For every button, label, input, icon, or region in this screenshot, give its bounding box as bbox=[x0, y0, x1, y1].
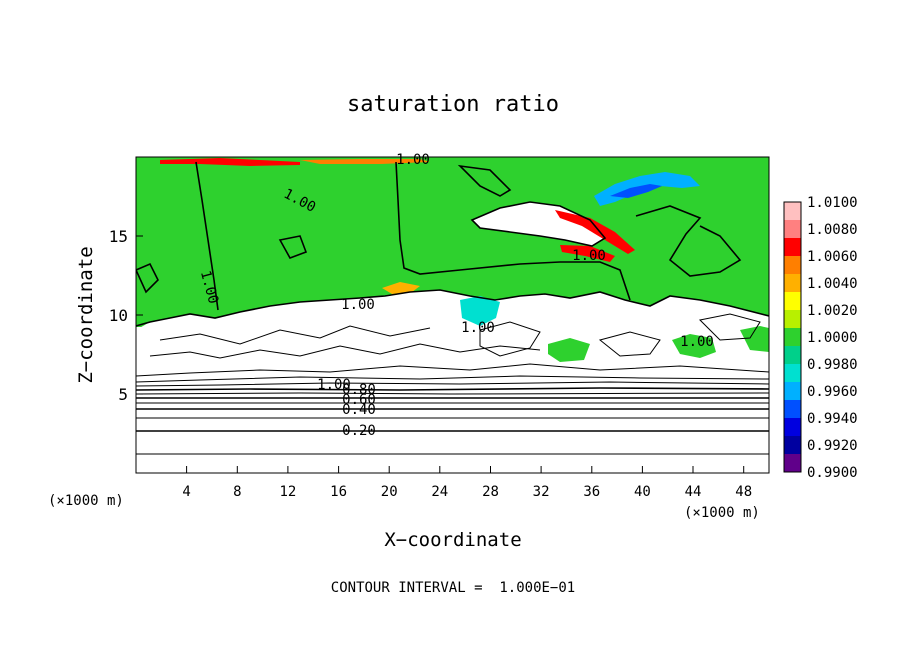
unity-contour bbox=[470, 201, 607, 247]
unity-contour bbox=[278, 235, 308, 259]
colorbar-frame bbox=[783, 201, 802, 473]
field-red-streak-mid bbox=[560, 245, 615, 262]
unity-contours bbox=[136, 161, 769, 327]
colorbar-swatch bbox=[784, 220, 801, 239]
colorbar-swatch bbox=[784, 274, 801, 293]
colorbar-swatch bbox=[784, 292, 801, 311]
colorbar-swatch bbox=[784, 364, 801, 383]
contour-line bbox=[698, 313, 761, 341]
contour-label: 1.00 bbox=[341, 297, 375, 313]
colorbar-label: 1.0100 bbox=[807, 195, 858, 211]
colorbar-swatch bbox=[784, 418, 801, 437]
colorbar-swatch bbox=[784, 310, 801, 329]
field-orange-patch bbox=[382, 282, 420, 294]
colorbar-swatch bbox=[784, 454, 801, 473]
colorbar-label: 1.0060 bbox=[807, 249, 858, 265]
chart-title: saturation ratio bbox=[347, 92, 559, 117]
unity-contour bbox=[457, 164, 512, 197]
contour-line bbox=[136, 375, 769, 383]
field-green-patch-b bbox=[672, 334, 716, 358]
contour-line bbox=[136, 387, 769, 391]
axis-ticks bbox=[136, 235, 745, 473]
field-green-patch-a bbox=[548, 338, 590, 362]
colorbar-swatch bbox=[784, 400, 801, 419]
contour-lines bbox=[136, 313, 769, 455]
colorbar: 1.0100 1.0080 1.0060 1.0040 1.0020 1.000… bbox=[783, 195, 858, 481]
field-green-patch-c bbox=[740, 326, 769, 352]
contour-label: 0.80 bbox=[342, 382, 376, 398]
field-white-blob bbox=[472, 202, 605, 246]
contour-line bbox=[149, 343, 541, 359]
field-red-streak-right bbox=[555, 210, 635, 254]
x-tick-label: 44 bbox=[685, 484, 702, 500]
unity-contour bbox=[136, 262, 159, 294]
colorbar-label: 1.0040 bbox=[807, 276, 858, 292]
colorbar-labels: 1.0100 1.0080 1.0060 1.0040 1.0020 1.000… bbox=[807, 195, 858, 481]
field-red-streak-top bbox=[160, 158, 300, 166]
contour-label: 0.60 bbox=[342, 392, 376, 408]
x-tick-label: 40 bbox=[634, 484, 651, 500]
colorbar-label: 0.9920 bbox=[807, 438, 858, 454]
y-tick-label: 15 bbox=[109, 227, 128, 246]
colorbar-label: 0.9900 bbox=[807, 465, 858, 481]
field-white-region bbox=[136, 290, 769, 473]
unity-contour bbox=[635, 205, 742, 277]
contour-interval-footer: CONTOUR INTERVAL = 1.000E−01 bbox=[331, 580, 575, 596]
x-tick-labels: 4 8 12 16 20 24 28 32 36 40 44 48 bbox=[182, 484, 752, 500]
contour-label: 1.00 bbox=[461, 320, 495, 336]
plot-area bbox=[136, 157, 769, 473]
colorbar-label: 0.9980 bbox=[807, 357, 858, 373]
contour-line bbox=[159, 325, 431, 345]
colorbar-label: 1.0020 bbox=[807, 303, 858, 319]
contour-line bbox=[479, 321, 541, 357]
colorbar-swatch bbox=[784, 238, 801, 257]
contour-label: 1.00 bbox=[572, 248, 606, 264]
x-unit-label-left: (×1000 m) bbox=[48, 493, 124, 509]
x-tick-label: 12 bbox=[279, 484, 296, 500]
unity-contour bbox=[136, 289, 769, 327]
colorbar-swatch bbox=[784, 346, 801, 365]
x-tick-label: 36 bbox=[583, 484, 600, 500]
colorbar-label: 1.0080 bbox=[807, 222, 858, 238]
contour-label: 1.00 bbox=[680, 334, 714, 350]
y-tick-label: 10 bbox=[109, 306, 128, 325]
x-tick-label: 24 bbox=[431, 484, 448, 500]
contour-label: 1.00 bbox=[396, 152, 430, 168]
x-tick-label: 20 bbox=[381, 484, 398, 500]
x-tick-label: 8 bbox=[233, 484, 241, 500]
colorbar-swatch bbox=[784, 436, 801, 455]
x-tick-label: 48 bbox=[735, 484, 752, 500]
y-axis-label: Z−coordinate bbox=[75, 246, 97, 383]
colorbar-label: 0.9960 bbox=[807, 384, 858, 400]
colorbar-swatch bbox=[784, 256, 801, 275]
x-axis-label: X−coordinate bbox=[384, 529, 521, 551]
contour-label: 1.00 bbox=[317, 377, 351, 393]
colorbar-label: 0.9940 bbox=[807, 411, 858, 427]
colorbar-swatches bbox=[784, 202, 801, 473]
contour-line bbox=[598, 331, 661, 357]
field-cyan-patch bbox=[460, 296, 500, 326]
field-deepblue-core bbox=[610, 184, 662, 198]
colorbar-label: 1.0000 bbox=[807, 330, 858, 346]
contour-line bbox=[136, 363, 769, 377]
colorbar-swatch bbox=[784, 328, 801, 347]
y-tick-label: 5 bbox=[118, 385, 128, 404]
contour-label: 0.20 bbox=[342, 423, 376, 439]
contour-line bbox=[136, 392, 769, 395]
contour-line bbox=[136, 381, 769, 387]
contour-labels: 1.00 1.00 1.00 1.00 1.00 1.00 1.00 1.00 … bbox=[197, 152, 714, 439]
contour-label: 0.40 bbox=[342, 402, 376, 418]
colorbar-swatch bbox=[784, 382, 801, 401]
x-tick-label: 4 bbox=[182, 484, 190, 500]
x-tick-label: 16 bbox=[330, 484, 347, 500]
x-unit-label-right: (×1000 m) bbox=[684, 505, 760, 521]
y-tick-labels: 5 10 15 bbox=[109, 227, 128, 404]
unity-contour bbox=[395, 161, 631, 301]
field-orange-streak-top bbox=[300, 159, 430, 164]
unity-contour bbox=[195, 161, 219, 311]
x-tick-label: 28 bbox=[482, 484, 499, 500]
colorbar-swatch bbox=[784, 202, 801, 221]
x-tick-label: 32 bbox=[533, 484, 550, 500]
